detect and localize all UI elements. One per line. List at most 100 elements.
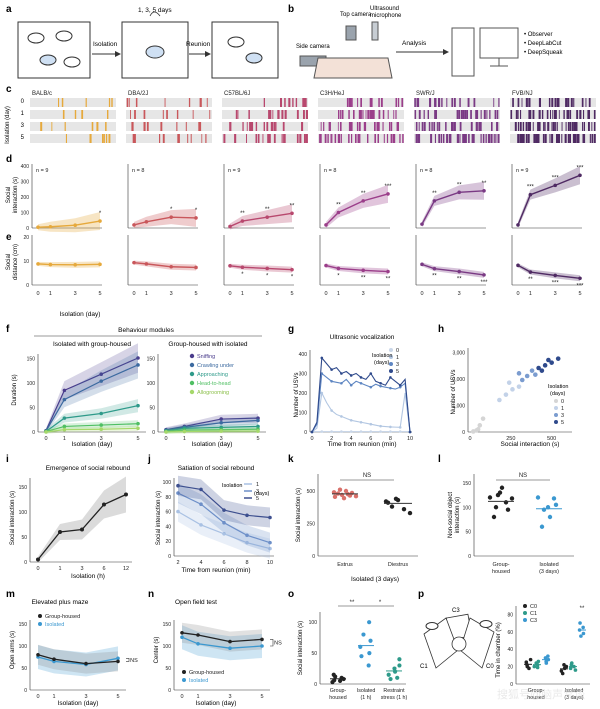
raster-event xyxy=(525,98,528,107)
raster-event xyxy=(396,122,399,131)
y-tick-label: 10 xyxy=(23,259,29,265)
legend-marker xyxy=(523,618,527,622)
legend-label: 1 xyxy=(256,482,259,488)
epm-plot: 0 50 100 150 0 1 3 5 NS Group-housed Isolated xyxy=(19,614,138,700)
raster-event xyxy=(446,98,448,107)
raster-event xyxy=(340,134,342,143)
raster-row xyxy=(30,98,116,107)
raster-event xyxy=(543,122,545,131)
data-point xyxy=(36,653,40,657)
raster-event xyxy=(382,110,385,119)
cage-group xyxy=(17,21,91,79)
data-point xyxy=(395,675,400,680)
raster-event xyxy=(553,122,555,131)
data-point xyxy=(555,356,561,361)
data-point xyxy=(536,365,541,371)
data-point xyxy=(379,384,382,388)
raster-event xyxy=(558,110,560,119)
raster-event xyxy=(303,98,306,107)
data-point xyxy=(505,507,511,512)
raster-event xyxy=(567,122,570,131)
significance-marker: *** xyxy=(527,185,535,191)
raster-event xyxy=(176,110,179,119)
x-tick-label: 3 xyxy=(80,566,83,572)
significance-marker: ** xyxy=(482,181,487,187)
raster-event xyxy=(367,110,369,119)
chart-title: Satiation of social rebound xyxy=(178,465,255,472)
data-point xyxy=(340,381,343,385)
raster-event xyxy=(548,122,550,131)
raster-event xyxy=(555,122,556,131)
panel-h: h Number of USVs Social interaction (s) … xyxy=(438,324,572,448)
data-point xyxy=(169,215,173,219)
y-axis-label: interaction (s) xyxy=(455,497,461,533)
data-point xyxy=(487,495,493,500)
data-point xyxy=(388,676,393,682)
data-point xyxy=(324,223,328,227)
data-point xyxy=(62,427,67,432)
category-label: housed xyxy=(492,569,510,575)
raster-event xyxy=(371,110,373,119)
significance-marker: *** xyxy=(576,283,584,289)
data-point xyxy=(48,262,53,267)
chamber-label: C0 xyxy=(486,664,494,670)
cage-reunion xyxy=(211,21,279,79)
legend-marker xyxy=(389,369,393,373)
data-point xyxy=(361,199,366,203)
data-point xyxy=(386,672,391,677)
legend-label: C0 xyxy=(530,604,537,610)
raster-event xyxy=(429,98,432,107)
data-point xyxy=(340,430,343,433)
y-tick-label: 20 xyxy=(507,665,513,671)
raster-row xyxy=(318,134,404,143)
data-point xyxy=(547,514,553,520)
raster-event xyxy=(362,110,364,119)
raster-event xyxy=(470,110,472,119)
raster-event xyxy=(105,134,108,143)
raster-event xyxy=(428,122,431,131)
legend-title: (days) xyxy=(374,360,389,366)
error-band xyxy=(46,343,138,433)
category-label: housed xyxy=(329,695,346,701)
raster-event xyxy=(487,134,491,143)
x-tick-label: 8 xyxy=(389,436,392,442)
x-axis-label: Isolation (day) xyxy=(58,700,99,707)
raster-event xyxy=(418,122,420,131)
data-point xyxy=(116,659,120,664)
x-tick-label: 10 xyxy=(407,436,413,442)
raster-event xyxy=(525,134,528,143)
raster-row xyxy=(126,134,212,143)
raster-event xyxy=(348,134,350,143)
raster-event xyxy=(371,98,373,107)
raster-event xyxy=(209,110,211,119)
raster-event xyxy=(81,110,84,119)
raster-event xyxy=(493,134,495,143)
raster-event xyxy=(353,110,355,119)
data-point xyxy=(58,530,62,534)
raster-event xyxy=(475,122,478,131)
raster-event xyxy=(360,98,362,107)
legend-marker xyxy=(182,678,186,682)
raster-event xyxy=(303,110,305,119)
x-tick-label: 5 xyxy=(98,291,101,297)
data-point xyxy=(420,222,424,226)
data-point xyxy=(524,373,530,379)
raster-event xyxy=(517,122,520,131)
raster-event xyxy=(569,134,571,143)
data-point xyxy=(401,507,407,512)
data-point xyxy=(36,557,40,562)
data-point xyxy=(99,427,103,432)
raster-event xyxy=(548,98,551,107)
data-point xyxy=(578,173,582,178)
raster-event xyxy=(51,122,53,131)
x-tick-label: 6 xyxy=(222,560,225,566)
raster-event xyxy=(556,122,558,131)
significance-marker: ** xyxy=(580,606,585,612)
raster-event xyxy=(357,98,359,107)
raster-event xyxy=(575,122,577,131)
x-axis-label: Isolated (3 days) xyxy=(351,576,399,583)
rebound-plot: 0 50 100 150 0 1 3 6 12 xyxy=(19,476,132,572)
legend-label: 0 xyxy=(561,399,564,405)
raster-event xyxy=(517,98,520,107)
panel-letter: p xyxy=(418,589,424,600)
